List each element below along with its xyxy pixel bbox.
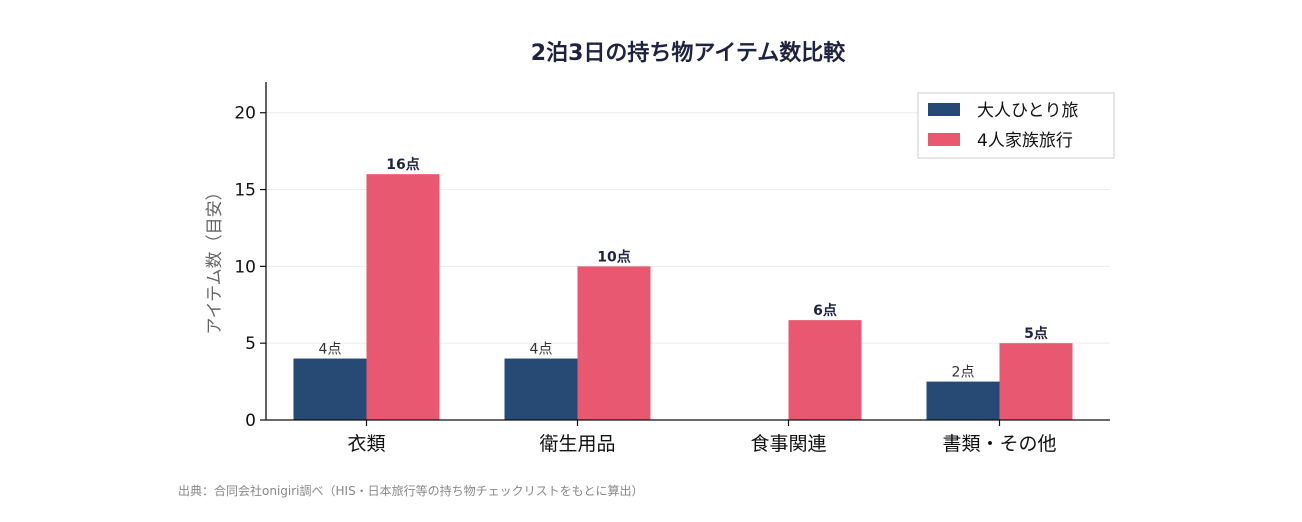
- bar-family: [366, 174, 440, 420]
- y-tick-label: 20: [234, 104, 256, 124]
- bar-solo: [504, 358, 578, 420]
- y-axis-label: アイテム数（目安）: [205, 183, 225, 334]
- y-tick-label: 10: [234, 257, 256, 277]
- data-label-family: 10点: [597, 248, 630, 265]
- x-tick-label: 食事関連: [750, 433, 826, 455]
- legend-label-family: 4人家族旅行: [977, 131, 1073, 151]
- chart-title: 2泊3日の持ち物アイテム数比較: [531, 40, 846, 66]
- bar-solo: [926, 381, 1000, 420]
- bar-solo: [293, 358, 367, 420]
- x-tick-label: 衛生用品: [539, 433, 615, 455]
- x-tick-label: 書類・その他: [942, 433, 1056, 455]
- x-ticks: 衣類 衛生用品 食事関連 書類・その他: [347, 420, 1057, 455]
- y-tick-label: 0: [245, 411, 256, 431]
- legend: 大人ひとり旅 4人家族旅行: [917, 92, 1115, 159]
- bars: [293, 174, 1073, 420]
- data-label-family: 16点: [386, 156, 419, 173]
- data-label-family: 5点: [1024, 325, 1048, 342]
- y-ticks: 0 5 10 15 20: [234, 104, 266, 431]
- x-tick-label: 衣類: [347, 433, 385, 455]
- data-label-solo: 4点: [319, 342, 342, 358]
- legend-swatch-solo: [928, 103, 960, 116]
- y-tick-label: 5: [245, 334, 256, 354]
- legend-label-solo: 大人ひとり旅: [977, 101, 1079, 121]
- y-tick-label: 15: [234, 181, 256, 201]
- legend-swatch-family: [928, 133, 960, 146]
- data-label-solo: 4点: [530, 342, 553, 358]
- data-label-solo: 2点: [952, 365, 975, 381]
- bar-family: [788, 320, 862, 420]
- data-label-family: 6点: [813, 302, 837, 319]
- data-labels: 4点 16点 4点 10点 6点 2点 5点: [319, 156, 1048, 380]
- source-note: 出典：合同会社onigiri調べ（HIS・日本旅行等の持ち物チェックリストをもと…: [178, 483, 643, 498]
- bar-family: [999, 343, 1073, 420]
- bar-family: [577, 266, 651, 420]
